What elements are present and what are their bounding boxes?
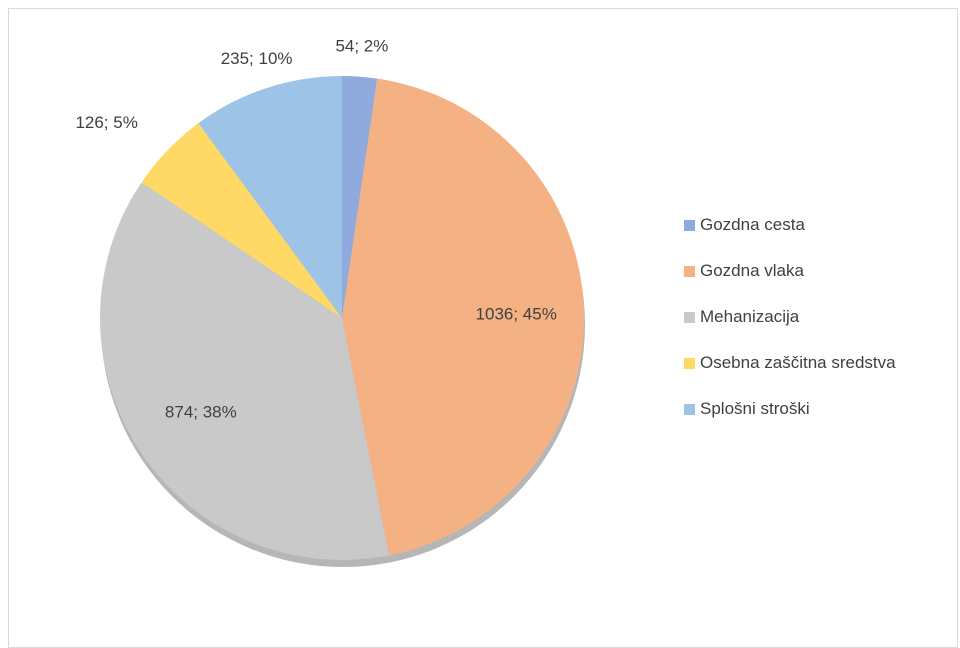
legend-swatch — [684, 219, 695, 231]
legend-label: Gozdna vlaka — [700, 261, 804, 280]
legend-item-osebna-zascitna-sredstva[interactable]: Osebna zaščitna sredstva — [684, 352, 896, 374]
pie-slice-gozdna-cesta[interactable] — [342, 76, 378, 318]
legend-label: Gozdna cesta — [700, 215, 805, 234]
pie-slice-gozdna-vlaka[interactable] — [342, 78, 584, 556]
legend-item-mehanizacija[interactable]: Mehanizacija — [684, 306, 896, 328]
data-label-gozdna-vlaka: 1036; 45% — [476, 305, 557, 324]
legend-swatch — [684, 357, 695, 369]
legend-label: Mehanizacija — [700, 307, 800, 326]
data-label-splosni-stroski: 235; 10% — [221, 49, 293, 68]
legend-item-gozdna-vlaka[interactable]: Gozdna vlaka — [684, 260, 896, 282]
pie-slice-splosni-stroski[interactable] — [198, 76, 342, 318]
pie-chart: 54; 2% 1036; 45% 874; 38% 126; 5% 235; 10% — [75, 36, 585, 567]
data-label-mehanizacija: 874; 38% — [165, 403, 237, 422]
data-label-gozdna-cesta: 54; 2% — [335, 36, 388, 55]
legend-swatch — [684, 403, 695, 415]
legend: Gozdna cesta Gozdna vlaka Mehanizacija Oseb… — [684, 214, 896, 444]
data-label-osebna-zascitna-sredstva: 126; 5% — [75, 113, 137, 132]
legend-label: Splošni stroški — [700, 399, 810, 418]
legend-swatch — [684, 265, 695, 277]
legend-item-splosni-stroski[interactable]: Splošni stroški — [684, 398, 896, 420]
pie-slices — [100, 76, 584, 560]
pie-slice-osebna-zascitna-sredstva[interactable] — [141, 123, 342, 318]
pie-slice-mehanizacija[interactable] — [100, 182, 390, 560]
legend-label: Osebna zaščitna sredstva — [700, 353, 896, 372]
legend-item-gozdna-cesta[interactable]: Gozdna cesta — [684, 214, 896, 236]
legend-swatch — [684, 311, 695, 323]
data-labels: 54; 2% 1036; 45% 874; 38% 126; 5% 235; 10% — [75, 36, 556, 421]
